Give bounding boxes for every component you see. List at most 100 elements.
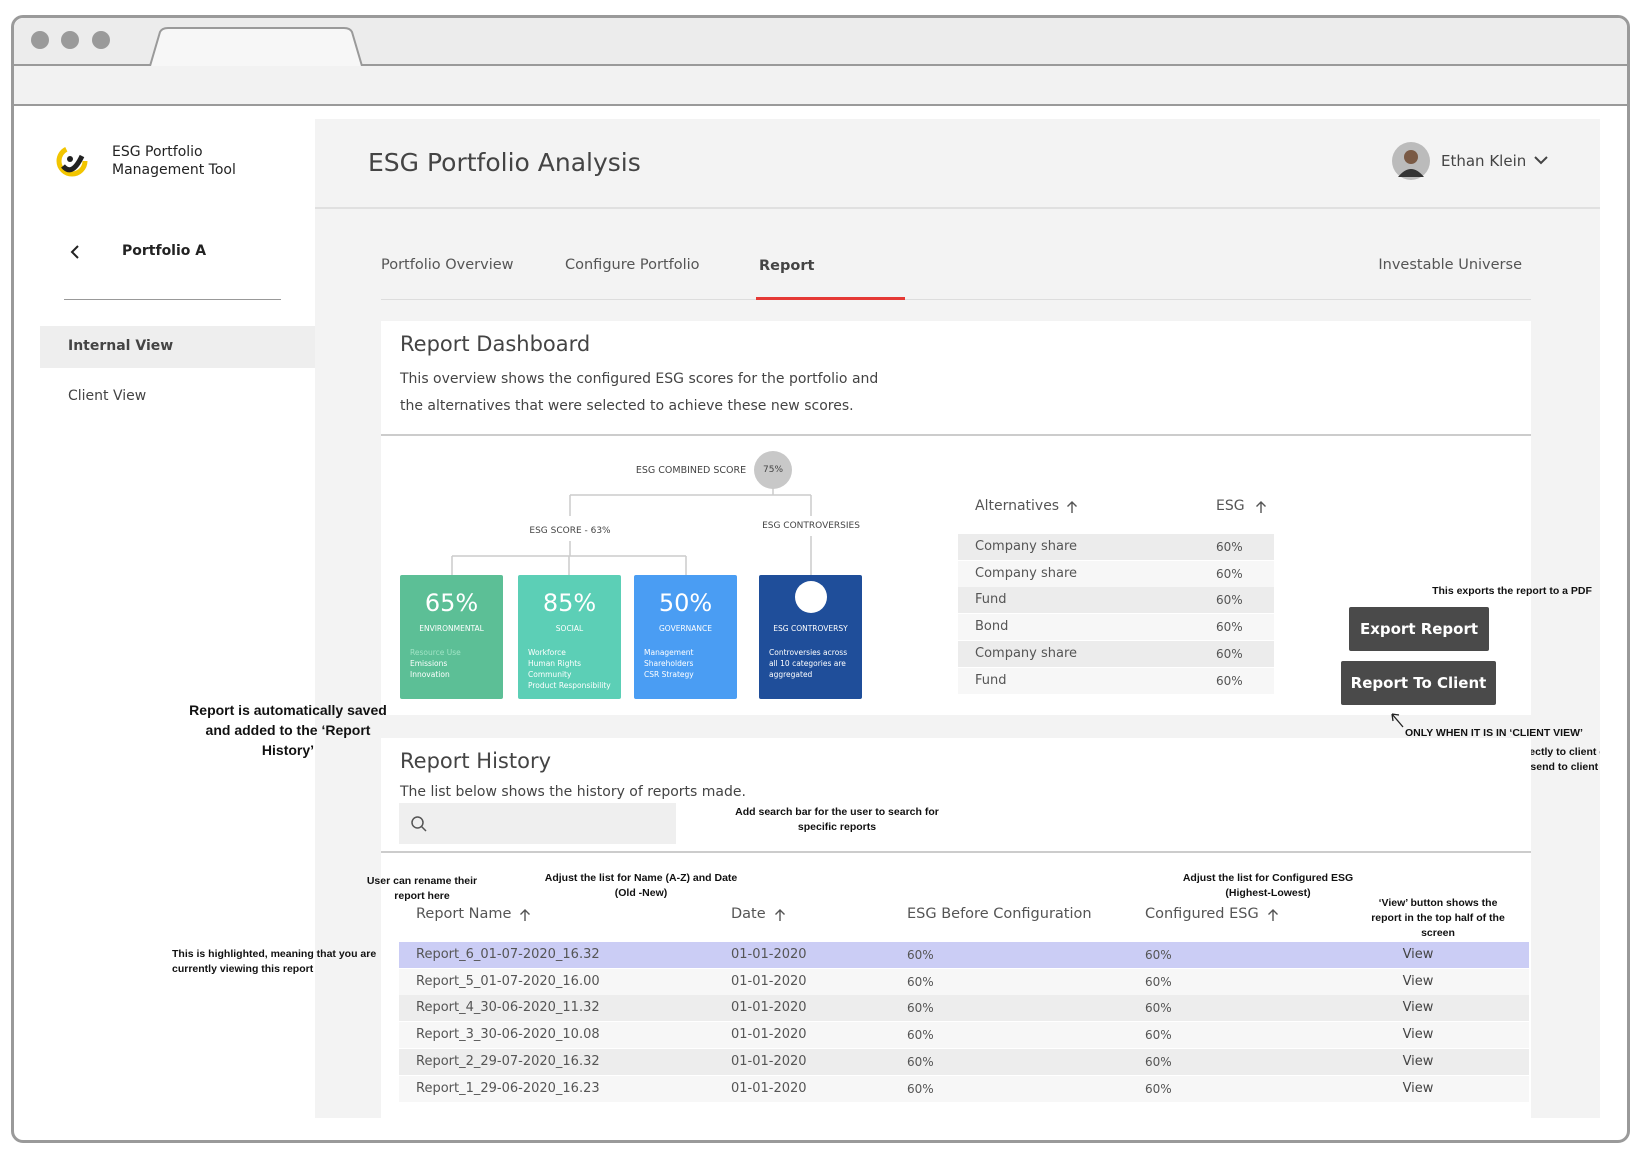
cell: 60% (1145, 974, 1172, 989)
controversies-label: ESG CONTROVERSIES (762, 521, 860, 531)
window-dot (31, 31, 49, 49)
table-header[interactable]: Alternatives (975, 498, 1060, 514)
view-link[interactable]: View (1402, 1027, 1434, 1043)
browser-frame (11, 15, 1630, 1143)
table-header[interactable]: Date (731, 906, 766, 922)
table-row[interactable]: Report_1_29-06-2020_16.23 01-01-2020 60% 60… (399, 1075, 1529, 1102)
cell: 01-01-2020 (731, 973, 807, 989)
search-box[interactable] (399, 803, 676, 844)
tab[interactable]: Portfolio Overview (381, 257, 514, 273)
app-name-line: ESG Portfolio (112, 144, 203, 160)
score-item: Product Responsibility (528, 681, 611, 690)
table-row: Company share 60% (958, 534, 1274, 560)
browser-tab (149, 27, 363, 66)
table-row[interactable]: Report_5_01-07-2020_16.00 01-01-2020 60% 60… (399, 968, 1529, 995)
tab[interactable]: Investable Universe (1378, 257, 1522, 273)
table-header[interactable]: Configured ESG (1145, 906, 1259, 922)
export-button[interactable]: Export Report (1349, 607, 1489, 651)
annotation-line: Add search bar for the user to search fo… (735, 806, 939, 818)
logo (56, 145, 88, 177)
description-line: the alternatives that were selected to a… (400, 398, 854, 414)
table-header[interactable]: ESG (1216, 498, 1245, 514)
score-card: 65% ENVIRONMENTAL Resource Use Emissions Inn… (400, 575, 503, 699)
page-title: ESG Portfolio Analysis (368, 148, 641, 177)
combined-score-value: 75% (762, 465, 784, 475)
score-item: Emissions (410, 659, 448, 668)
back-arrow[interactable] (68, 244, 82, 260)
sidebar-item[interactable]: Client View (68, 388, 147, 404)
user-dropdown[interactable] (1533, 154, 1549, 166)
sort-arrow[interactable] (1066, 500, 1078, 514)
annotation-line: currently viewing this report (172, 963, 314, 975)
report-to-client-button[interactable]: Report To Client (1341, 661, 1496, 705)
cell: Company share (975, 645, 1078, 661)
score-card: 50% GOVERNANCE Management Shareholders CSR S… (634, 575, 737, 699)
cell: 60% (907, 948, 934, 962)
annotation-line: History’ (261, 742, 315, 758)
score-value: 85% (542, 589, 597, 617)
sidebar-item[interactable]: Internal View (68, 338, 174, 354)
cell: 01-01-2020 (731, 947, 807, 962)
cell: Fund (975, 672, 1007, 688)
score-item: Human Rights (528, 659, 582, 668)
controversy-label: ESG CONTROVERSY (773, 624, 848, 633)
annotation: ONLY WHEN IT IS IN ‘CLIENT VIEW’ (1405, 727, 1583, 739)
table-header[interactable]: Report Name (416, 906, 512, 922)
cell: 60% (1145, 948, 1172, 962)
score-items: Workforce Human Rights Community Product Re… (528, 647, 611, 691)
table-row: Fund 60% (958, 667, 1274, 694)
annotation-line: screen (1421, 927, 1455, 939)
table-row[interactable]: Report_6_01-07-2020_16.32 01-01-2020 60% 60… (399, 942, 1529, 968)
table-row[interactable]: Report_4_30-06-2020_11.32 01-01-2020 60% 60… (399, 995, 1529, 1022)
cell: 60% (1216, 593, 1243, 608)
table-row[interactable]: Report_3_30-06-2020_10.08 01-01-2020 60% 60… (399, 1022, 1529, 1049)
annotation: This exports the report to a PDF (1432, 585, 1592, 597)
table-row: Fund 60% (958, 587, 1274, 614)
sort-arrow[interactable] (1255, 500, 1267, 514)
cell: 60% (1216, 673, 1243, 688)
view-link[interactable]: View (1402, 947, 1434, 962)
sort-arrow[interactable] (519, 908, 531, 922)
cell: 60% (1145, 1054, 1172, 1069)
annotation-line: This is highlighted, meaning that you ar… (172, 948, 377, 960)
score-items: Management Shareholders CSR Strategy (644, 647, 694, 680)
sort-arrow[interactable] (774, 908, 786, 922)
cell: 60% (1216, 566, 1243, 581)
user-name[interactable]: Ethan Klein (1441, 152, 1527, 170)
view-link[interactable]: View (1402, 1000, 1434, 1016)
score-tree (451, 451, 812, 575)
table-row[interactable]: Report_2_29-07-2020_16.32 01-01-2020 60% 60… (399, 1048, 1529, 1075)
header-divider (315, 207, 1600, 209)
score-item: Innovation (410, 670, 450, 679)
description-line: This overview shows the configured ESG s… (400, 371, 879, 387)
score-item: CSR Strategy (644, 670, 694, 679)
score-category: GOVERNANCE (659, 624, 712, 633)
tab-active[interactable]: Report (759, 258, 815, 274)
cell: 60% (1145, 1001, 1172, 1016)
portfolio-name: Portfolio A (122, 243, 207, 259)
table-header[interactable]: ESG Before Configuration (907, 906, 1092, 922)
score-item: Resource Use (410, 648, 461, 657)
view-link[interactable]: View (1402, 1053, 1434, 1069)
avatar[interactable] (1391, 141, 1431, 181)
annotation: Add search bar for the user to search fo… (735, 805, 939, 835)
combined-score-circle (754, 451, 792, 489)
tab[interactable]: Configure Portfolio (565, 257, 700, 273)
cell: 60% (1216, 646, 1243, 661)
annotation-line: User can rename their (366, 875, 478, 887)
cell: 60% (907, 1001, 934, 1016)
view-link[interactable]: View (1402, 973, 1434, 989)
annotation-line: (Highest-Lowest) (1225, 887, 1311, 899)
view-link[interactable]: View (1402, 1080, 1434, 1096)
cell: 60% (1145, 1028, 1172, 1043)
score-category: SOCIAL (555, 624, 584, 633)
app-name-line: Management Tool (112, 162, 236, 178)
annotation-line: ‘View’ button shows the (1378, 897, 1498, 909)
controversy-icon (795, 581, 827, 613)
history-description: The list below shows the history of repo… (400, 784, 746, 800)
sort-arrow[interactable] (1267, 908, 1279, 922)
score-value: 65% (424, 589, 479, 617)
table-row: Company share 60% (958, 640, 1274, 667)
cell: Report_6_01-07-2020_16.32 (416, 947, 600, 962)
